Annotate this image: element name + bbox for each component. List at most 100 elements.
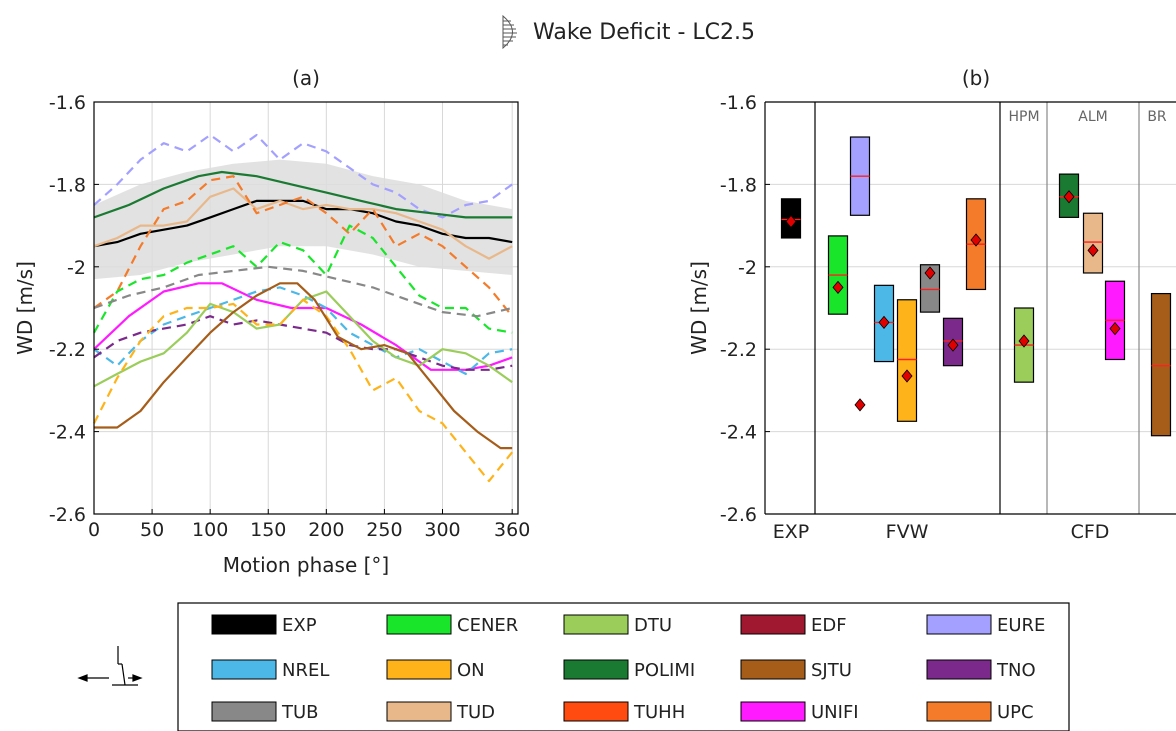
series-line-dtu <box>93 290 513 388</box>
group-label-exp: EXP <box>773 521 809 543</box>
legend-swatch <box>926 659 992 680</box>
legend-swatch <box>926 701 992 722</box>
box-on <box>896 299 918 422</box>
legend-item-eure: EURE <box>926 614 1045 636</box>
legend-swatch <box>386 701 452 722</box>
legend-label: SJTU <box>811 660 852 681</box>
group-label-cfd: CFD <box>1071 521 1110 543</box>
legend-label: CENER <box>457 615 518 636</box>
legend-swatch <box>211 614 277 635</box>
panel-b-ytick-label: -2.2 <box>720 339 757 361</box>
box-mean-exp <box>785 214 797 229</box>
legend-label: TUD <box>456 702 495 723</box>
legend-swatch <box>563 701 629 722</box>
subgroup-label-hpm: HPM <box>1008 109 1039 125</box>
legend-item-cener: CENER <box>386 614 518 636</box>
wake-profile-icon <box>502 14 517 50</box>
panel-a-xtick-label: 250 <box>366 519 402 541</box>
series-line-tud <box>93 187 513 260</box>
legend-swatch <box>740 659 806 680</box>
box-mean-dtu <box>1018 334 1030 348</box>
exp-uncertainty-band <box>94 159 513 280</box>
series-line-exp <box>93 199 513 248</box>
figure-title: Wake Deficit - LC2.5 <box>533 20 755 45</box>
legend-swatch <box>386 659 452 680</box>
legend-swatch <box>926 614 992 635</box>
title-group: Wake Deficit - LC2.5 <box>502 14 755 50</box>
panel-b-ticks: -1.6 -1.8 -2 -2.2 -2.4 -2.6 <box>720 92 770 526</box>
series-line-polimi <box>93 170 513 219</box>
legend-item-upc: UPC <box>926 701 1034 723</box>
panel-b-ylabel: WD [m/s] <box>687 261 711 355</box>
panel-a-xtick-label: 300 <box>424 519 460 541</box>
series-line-tub <box>93 265 513 318</box>
panel-b: (b) -1.6 -1.8 -2 -2.2 -2.4 -2.6 HPM ALM BR EX… <box>687 66 1176 543</box>
legend-item-on: ON <box>386 659 485 681</box>
box-mean-nrel <box>878 315 890 330</box>
panel-b-dividers <box>814 102 1140 514</box>
subgroup-label-br: BR <box>1147 109 1167 125</box>
panel-a-ytick-label: -2 <box>67 257 86 279</box>
legend-swatch <box>386 614 452 635</box>
series-line-eure <box>93 133 513 219</box>
subgroup-label-alm: ALM <box>1078 109 1107 125</box>
legend-item-polimi: POLIMI <box>563 659 695 681</box>
panel-b-boxes <box>780 136 1172 437</box>
legend-swatch <box>740 614 806 635</box>
box-mean-tub <box>924 266 936 280</box>
panel-b-ytick-label: -1.8 <box>720 174 757 196</box>
panel-a-ytick-label: -1.8 <box>49 174 86 196</box>
surge-motion-icon <box>77 646 143 686</box>
panel-a-series <box>93 133 514 483</box>
box-outlier-eure <box>854 398 866 412</box>
legend-item-unifi: UNIFI <box>740 701 859 723</box>
legend-label: EXP <box>282 615 317 636</box>
box-mean-upc <box>970 233 982 247</box>
legend-item-dtu: DTU <box>563 614 672 636</box>
panel-a: (a) 0 50 100 150 200 250 300 360 -1.6 -1.8 -2 -2.2 -… <box>13 66 530 577</box>
series-line-nrel <box>93 286 513 375</box>
legend-swatch <box>563 614 629 635</box>
legend-label: UNIFI <box>811 702 859 723</box>
panel-b-ytick-label: -1.6 <box>720 92 757 114</box>
panel-a-ytick-label: -1.6 <box>49 92 86 114</box>
panel-a-xtick-label: 150 <box>250 519 286 541</box>
legend-label: ON <box>457 660 485 681</box>
legend-label: DTU <box>634 615 672 636</box>
panel-a-exp-band <box>94 159 513 280</box>
legend-label: TUHH <box>633 702 685 723</box>
legend-label: UPC <box>997 702 1034 723</box>
legend-item-edf: EDF <box>740 614 847 636</box>
legend-swatch <box>563 659 629 680</box>
legend: EXP CENER DTU EDF EURE NREL ON POLIMI SJTU TNO TUB… <box>177 602 1070 731</box>
panel-a-xtick-label: 200 <box>308 519 344 541</box>
legend-label: EURE <box>997 615 1045 636</box>
panel-b-ytick-label: -2 <box>738 257 757 279</box>
group-label-fvw: FVW <box>886 521 929 543</box>
legend-item-nrel: NREL <box>211 659 329 681</box>
box-tud <box>1082 212 1104 274</box>
box-mean-tud <box>1087 243 1099 257</box>
legend-item-tud: TUD <box>386 701 495 723</box>
legend-label: EDF <box>811 615 847 636</box>
panel-b-label: (b) <box>962 66 990 90</box>
panel-b-ytick-label: -2.4 <box>720 422 757 444</box>
panel-a-ytick-label: -2.2 <box>49 339 86 361</box>
panel-a-ytick-label: -2.4 <box>49 422 86 444</box>
box-mean-on <box>901 369 913 383</box>
panel-a-xtick-label: 0 <box>88 519 100 541</box>
panel-a-ylabel: WD [m/s] <box>13 261 37 355</box>
box-sjtu <box>1150 292 1172 437</box>
legend-item-exp: EXP <box>211 614 317 636</box>
series-line-upc <box>93 175 514 317</box>
legend-label: POLIMI <box>634 660 695 681</box>
series-line-on <box>93 298 514 483</box>
panel-a-frame <box>93 101 519 515</box>
series-line-tno <box>93 315 513 371</box>
box-mean-cener <box>832 280 844 295</box>
legend-item-tuhh: TUHH <box>563 701 685 723</box>
legend-item-sjtu: SJTU <box>740 659 852 681</box>
panel-a-xtick-label: 100 <box>192 519 228 541</box>
legend-item-tub: TUB <box>211 701 319 723</box>
